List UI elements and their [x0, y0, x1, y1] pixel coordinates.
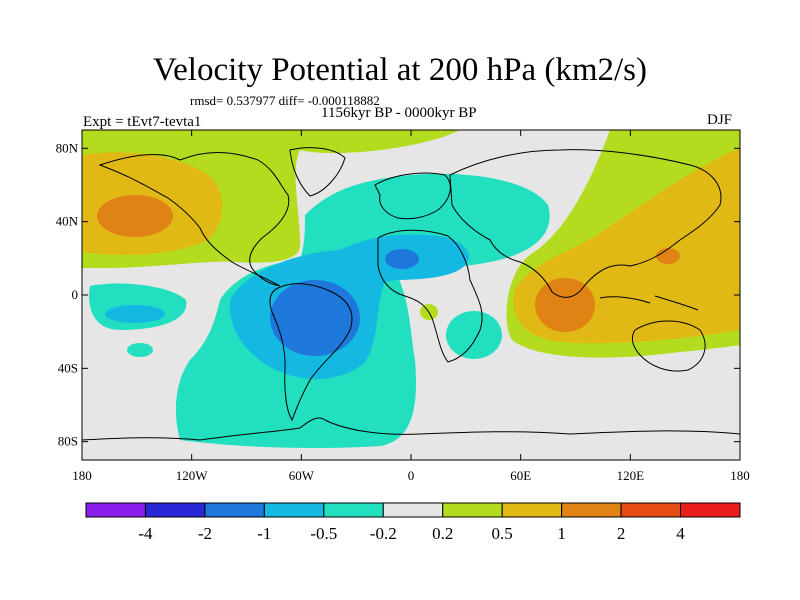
colorbar-swatch — [204, 502, 265, 518]
colorbar-swatch — [501, 502, 563, 518]
field-neg-pacific-mid — [105, 305, 165, 323]
y-tick-label: 40S — [58, 360, 78, 375]
coastlines — [82, 147, 740, 441]
colorbar-label: -1 — [257, 524, 271, 543]
coast-antarctica — [82, 417, 740, 441]
colorbar-label: -0.5 — [310, 524, 337, 543]
map-title: Velocity Potential at 200 hPa (km2/s) — [152, 52, 648, 88]
x-tick-label: 120W — [176, 468, 209, 483]
contour-field — [82, 130, 740, 460]
coast-africa — [377, 229, 483, 363]
colorbar-swatch — [680, 502, 741, 518]
colorbar-swatch — [442, 502, 503, 518]
field-neg-pacific-south — [127, 343, 153, 357]
colorbar-label: -0.2 — [370, 524, 397, 543]
x-tick-label: 180 — [72, 468, 92, 483]
x-tick-label: 180 — [730, 468, 750, 483]
colorbar-label: 4 — [676, 524, 685, 543]
axis-ticks: 180 120W 60W 0 60E 120E 180 80N 40N 0 40S 80S — [56, 130, 750, 483]
x-tick-label: 120E — [617, 468, 645, 483]
coast-europe — [374, 172, 451, 220]
coast-south-america — [269, 283, 353, 422]
y-tick-label: 0 — [72, 287, 79, 302]
colorbar-label: 1 — [557, 524, 566, 543]
season-label: DJF — [707, 112, 733, 128]
field-neg-na-core — [385, 249, 419, 269]
colorbar-swatch — [144, 502, 206, 518]
x-tick-label: 60E — [510, 468, 531, 483]
x-tick-label: 60W — [289, 468, 315, 483]
colorbar-swatch — [85, 502, 146, 518]
coast-australia — [631, 320, 706, 372]
y-tick-label: 40N — [56, 214, 79, 229]
colorbar-swatch — [263, 502, 325, 518]
field-pos-pacific-core — [97, 195, 173, 237]
x-tick-label: 0 — [408, 468, 415, 483]
colorbar-label: -2 — [198, 524, 212, 543]
colorbar-label: 2 — [617, 524, 626, 543]
experiment-label: Expt = tEvt7-tevta1 — [83, 114, 202, 130]
coast-asia — [449, 149, 722, 298]
field-pos-asia-core-2 — [656, 248, 680, 264]
coast-indonesia — [599, 295, 699, 311]
colorbar-swatch — [323, 502, 384, 518]
coast-north-america — [98, 152, 290, 287]
coast-greenland — [289, 147, 346, 197]
colorbar-swatch — [620, 502, 682, 518]
colorbar-label: 0.5 — [492, 524, 513, 543]
colorbar-swatch — [382, 502, 444, 518]
colorbar: -4 -2 -1 -0.5 -0.2 0.2 0.5 1 2 4 — [85, 502, 741, 543]
stats-label: rmsd= 0.537977 diff= -0.000118882 — [190, 93, 380, 108]
y-tick-label: 80N — [56, 140, 79, 155]
y-tick-label: 80S — [58, 434, 78, 449]
colorbar-label: -4 — [138, 524, 153, 543]
colorbar-label: 0.2 — [432, 524, 453, 543]
field-pos-asia-core — [535, 278, 595, 332]
colorbar-swatch — [561, 502, 622, 518]
period-label: 1156kyr BP - 0000kyr BP — [321, 105, 477, 121]
field-neg-south-africa — [446, 311, 502, 359]
field-neg-sa-core — [270, 280, 360, 356]
